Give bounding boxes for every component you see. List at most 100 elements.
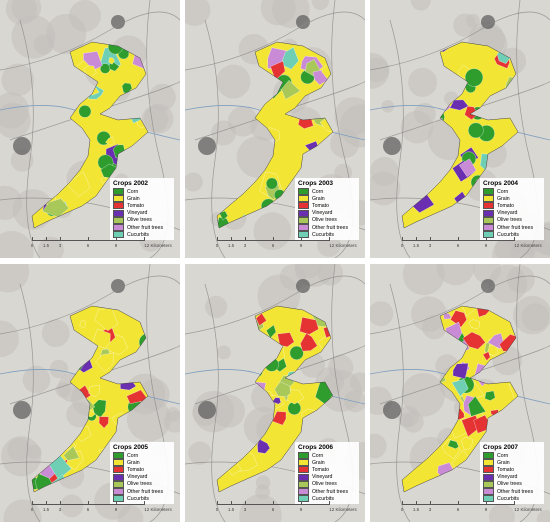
scale-tick xyxy=(231,237,232,241)
legend-item: Corn xyxy=(483,452,541,460)
terrain-patch xyxy=(68,0,101,32)
crop-parcel xyxy=(79,320,86,328)
legend-swatch xyxy=(113,231,124,239)
legend-label: Other fruit trees xyxy=(497,488,534,495)
terrain-patch xyxy=(370,433,387,459)
terrain-patch xyxy=(0,185,23,220)
scale-tick xyxy=(60,237,61,241)
scale-label: 0 xyxy=(400,507,404,512)
terrain-patch xyxy=(410,0,431,11)
legend-item: Other fruit trees xyxy=(483,488,541,496)
terrain-patch xyxy=(41,319,70,347)
legend-swatch xyxy=(483,231,494,239)
legend-swatch xyxy=(483,452,494,460)
terrain-patch xyxy=(22,365,51,394)
legend-swatch xyxy=(298,488,309,496)
crop-parcel xyxy=(459,158,477,177)
legend-label: Other fruit trees xyxy=(497,224,534,231)
crop-parcel xyxy=(255,313,267,326)
legend-item: Vineyard xyxy=(483,473,541,481)
scale-tick xyxy=(88,501,89,505)
legend-title: Crops 2003 xyxy=(298,180,334,187)
legend-swatch xyxy=(483,473,494,481)
crop-parcel xyxy=(32,42,148,228)
map-panel-2005: Crops 2005 Corn Grain Tomato Vineyard Olive … xyxy=(0,264,180,522)
legend-item: Tomato xyxy=(113,202,171,210)
legend-title: Crops 2007 xyxy=(483,444,519,451)
legend-label: Vineyard xyxy=(312,210,333,217)
scale-label: 3 xyxy=(428,243,432,248)
map-panel-2006: Crops 2006 Corn Grain Tomato Vineyard Olive … xyxy=(185,264,365,522)
legend-items: Corn Grain Tomato Vineyard Olive trees Other … xyxy=(483,188,541,239)
scale-bar: 0 1.5 3 6 9 12 Kilometers xyxy=(216,234,357,250)
crop-parcel xyxy=(63,445,80,461)
crop-parcel xyxy=(468,122,484,139)
legend-swatch xyxy=(113,216,124,224)
scale-label: 9 xyxy=(114,243,118,248)
legend-swatch xyxy=(113,188,124,196)
road-line xyxy=(9,344,180,405)
scale-tick xyxy=(88,237,89,241)
scale-tick xyxy=(430,237,431,241)
legend-swatch xyxy=(113,195,124,203)
study-area-boundary xyxy=(31,41,149,229)
legend-swatch xyxy=(113,495,124,503)
legend-item: Olive trees xyxy=(298,216,356,224)
terrain-patch xyxy=(311,0,329,11)
legend-swatch xyxy=(298,224,309,232)
scale-label: 1.5 xyxy=(227,243,235,248)
crop-parcel xyxy=(88,385,100,398)
legend-swatch xyxy=(298,231,309,239)
legend-swatch xyxy=(113,473,124,481)
legend-item: Vineyard xyxy=(113,209,171,217)
legend-items: Corn Grain Tomato Vineyard Olive trees Other … xyxy=(483,452,541,503)
legend-label: Grain xyxy=(127,195,140,202)
scale-tick xyxy=(217,501,218,505)
legend-label: Cucurbits xyxy=(497,495,519,502)
scale-label: 12 Kilometers xyxy=(514,243,542,248)
scale-label: 3 xyxy=(243,507,247,512)
crop-parcel xyxy=(257,439,271,454)
legend-item: Corn xyxy=(113,188,171,196)
legend-label: Grain xyxy=(497,195,510,202)
scale-label: 1.5 xyxy=(412,507,420,512)
scale-tick xyxy=(301,501,302,505)
scale-label: 1.5 xyxy=(42,243,50,248)
legend-title: Crops 2004 xyxy=(483,180,519,187)
legend-label: Other fruit trees xyxy=(127,488,164,495)
scale-tick xyxy=(60,501,61,505)
legend-label: Tomato xyxy=(497,202,515,209)
scale-tick xyxy=(144,501,145,505)
legend-label: Grain xyxy=(127,459,140,466)
scale-label: 12 Kilometers xyxy=(144,507,172,512)
terrain-patch xyxy=(141,105,169,133)
terrain-patch xyxy=(465,13,480,28)
legend-item: Vineyard xyxy=(113,473,171,481)
city-marker xyxy=(13,137,31,155)
scale-label: 3 xyxy=(243,243,247,248)
legend-label: Other fruit trees xyxy=(127,224,164,231)
scale-tick xyxy=(514,237,515,241)
road-line xyxy=(19,283,41,522)
scale-tick xyxy=(430,501,431,505)
scale-tick xyxy=(231,501,232,505)
terrain-patch xyxy=(216,64,251,99)
terrain-patch xyxy=(436,264,476,286)
map-panel-2002: Crops 2002 Corn Grain Tomato Vineyard Olive … xyxy=(0,0,180,258)
legend-swatch xyxy=(298,202,309,210)
scale-tick xyxy=(329,501,330,505)
scale-label: 0 xyxy=(30,507,34,512)
crop-parcel xyxy=(484,390,496,401)
legend-item: Tomato xyxy=(298,466,356,474)
terrain-patch xyxy=(60,494,84,518)
terrain-patch xyxy=(185,0,211,26)
road-line xyxy=(370,275,550,335)
crop-parcel xyxy=(464,68,484,87)
legend-item: Vineyard xyxy=(298,473,356,481)
legend-swatch xyxy=(298,209,309,217)
scale-label: 9 xyxy=(299,243,303,248)
city-marker xyxy=(481,15,495,29)
crop-parcel xyxy=(482,351,491,361)
legend-swatch xyxy=(298,216,309,224)
legend-item: Cucurbits xyxy=(113,231,171,239)
